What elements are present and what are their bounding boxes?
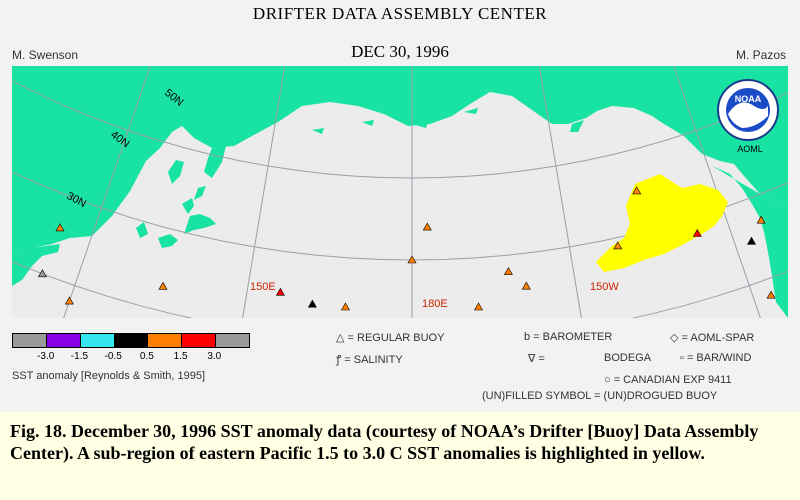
map: 50N 40N 30N 150E 180E 150W NOAA AOML	[12, 66, 788, 318]
buoy-marker	[473, 302, 484, 311]
buoy-marker	[64, 296, 74, 305]
buoy-marker	[275, 287, 285, 296]
parallel-line	[12, 171, 788, 261]
buoy-marker	[340, 302, 351, 311]
meridian-line	[63, 66, 151, 318]
noaa-logo: NOAA AOML	[717, 79, 779, 154]
buoy-markers	[37, 186, 776, 311]
left-author: M. Swenson	[12, 48, 79, 62]
buoy-marker	[407, 255, 417, 264]
legend-drogued: (UN)FILLED SYMBOL = (UN)DROGUED BUOY	[482, 390, 718, 402]
buoy-marker	[503, 266, 513, 275]
colorbar-tick-label: 0.5	[139, 351, 154, 362]
buoy-marker	[422, 222, 432, 231]
buoy-marker	[307, 299, 317, 308]
longitude-labels: 150E 180E 150W	[250, 281, 619, 310]
right-author: M. Pazos	[735, 48, 786, 62]
lon-label-150e: 150E	[250, 281, 276, 293]
buoy-marker	[746, 236, 757, 245]
legend-bodega-symbol: ∇ =	[528, 353, 545, 365]
colorbar-segment	[114, 334, 149, 347]
legend-bar-wind: ▫ = BAR/WIND	[680, 352, 752, 364]
buoy-marker	[756, 215, 766, 224]
colorbar-tick-label: 1.5	[173, 351, 188, 362]
buoy-marker	[55, 223, 65, 232]
land-masses	[12, 66, 788, 318]
colorbar-segment	[148, 334, 183, 347]
legend-canadian: ○ = CANADIAN EXP 9411	[604, 374, 732, 386]
highlight-region	[596, 174, 728, 272]
title: DRIFTER DATA ASSEMBLY CENTER	[252, 4, 548, 23]
lon-label-150w: 150W	[590, 281, 619, 293]
buoy-marker	[521, 281, 531, 290]
buoy-marker	[158, 281, 168, 290]
logo-noaa-text: NOAA	[735, 94, 762, 104]
colorbar-tick-label: -3.0	[37, 351, 55, 362]
buoy-marker	[613, 241, 623, 250]
colorbar-segment	[216, 334, 250, 347]
logo-aoml-text: AOML	[737, 144, 763, 154]
buoy-marker	[766, 290, 776, 299]
colorbar-tick-label: 3.0	[207, 351, 222, 362]
legend-regular-buoy: △ = REGULAR BUOY	[336, 332, 445, 344]
colorbar-note: SST anomaly [Reynolds & Smith, 1995]	[12, 370, 206, 382]
buoy-marker	[632, 186, 642, 195]
buoy-marker	[37, 269, 47, 278]
colorbar-segment	[13, 334, 47, 347]
colorbar-scale	[12, 333, 250, 348]
legend-aoml-spar: ◇ = AOML-SPAR	[670, 332, 755, 344]
legend-bodega: BODEGA	[604, 352, 652, 364]
figure-caption: Fig. 18. December 30, 1996 SST anomaly d…	[0, 412, 800, 500]
colorbar-ticks: -3.0 -1.5 -0.5 0.5 1.5 3.0	[12, 348, 252, 362]
legend-salinity: ꝭ = SALINITY	[336, 354, 403, 366]
buoy-marker	[692, 228, 702, 237]
colorbar-tick-label: -1.5	[70, 351, 89, 362]
colorbar-segment	[46, 334, 81, 347]
meridian-line	[242, 66, 286, 318]
meridian-line	[673, 66, 761, 318]
colorbar-tick-label: -0.5	[104, 351, 122, 362]
parallel-line	[12, 80, 788, 179]
colorbar-segment	[182, 334, 217, 347]
date: DEC 30, 1996	[351, 42, 449, 61]
graticule	[12, 66, 788, 318]
colorbar: -3.0 -1.5 -0.5 0.5 1.5 3.0	[12, 333, 252, 362]
lon-label-180e: 180E	[422, 298, 448, 310]
meridian-line	[538, 66, 582, 318]
legend-barometer: b = BAROMETER	[524, 331, 613, 343]
colorbar-segment	[80, 334, 115, 347]
